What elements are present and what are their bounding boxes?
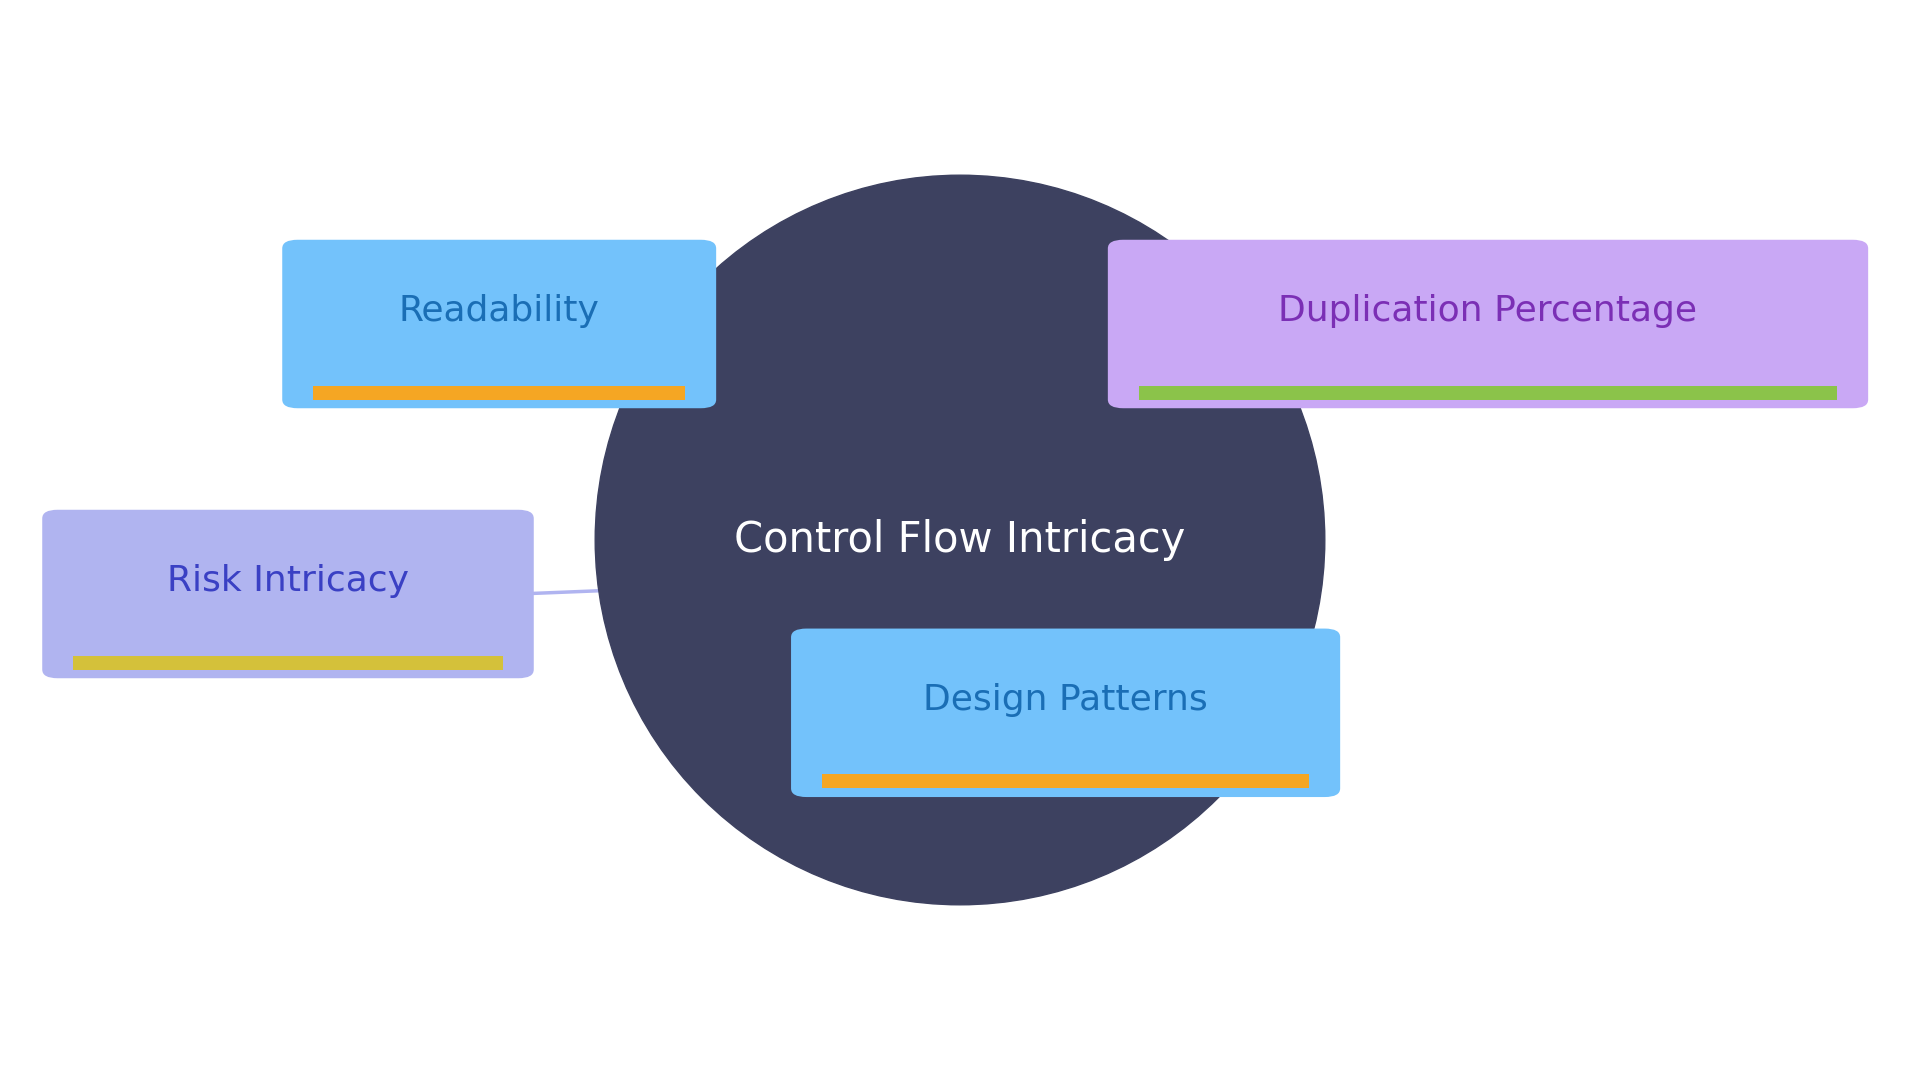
Bar: [313, 386, 685, 400]
FancyBboxPatch shape: [791, 629, 1340, 797]
Bar: [822, 774, 1309, 788]
FancyBboxPatch shape: [1108, 240, 1868, 408]
FancyBboxPatch shape: [42, 510, 534, 678]
Bar: [1139, 386, 1837, 400]
FancyBboxPatch shape: [282, 240, 716, 408]
Text: Design Patterns: Design Patterns: [924, 683, 1208, 717]
Text: Risk Intricacy: Risk Intricacy: [167, 564, 409, 598]
Text: Duplication Percentage: Duplication Percentage: [1279, 294, 1697, 328]
Text: Readability: Readability: [399, 294, 599, 328]
Ellipse shape: [595, 175, 1325, 905]
Bar: [73, 656, 503, 670]
Text: Control Flow Intricacy: Control Flow Intricacy: [733, 519, 1187, 561]
